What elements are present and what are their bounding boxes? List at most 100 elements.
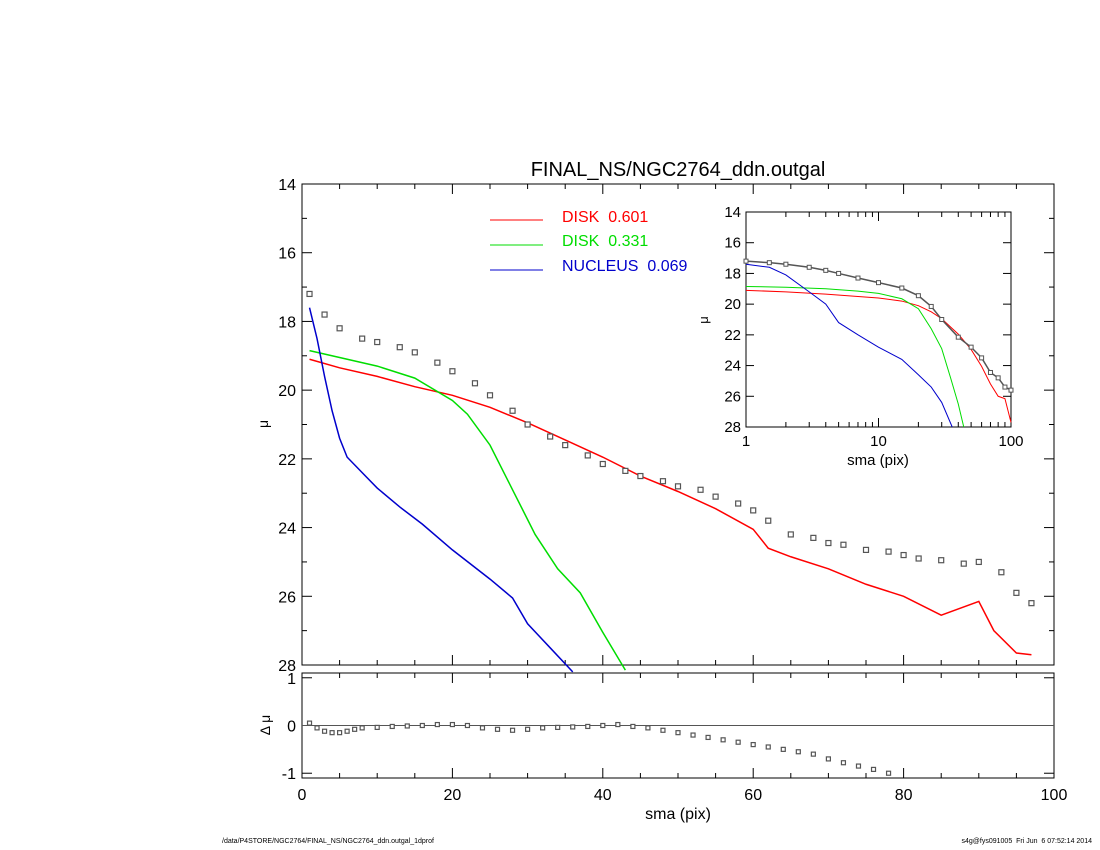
- main-data-point: [659, 478, 667, 485]
- main-data-point: [471, 380, 479, 387]
- main-data-point: [885, 548, 892, 555]
- inset-x-tick-label-1: 10: [870, 433, 887, 450]
- inset-y-tick-label-2: 18: [724, 265, 741, 282]
- main-y-tick-label-1: 16: [278, 246, 296, 263]
- main-data-point: [359, 335, 366, 342]
- main-data-point: [712, 493, 719, 500]
- main-data-point: [396, 344, 403, 351]
- residual-data-point: [705, 734, 711, 741]
- inset-axes: 14 16 18 20 22 24 26 281 10 100: [724, 204, 1023, 450]
- residual-series: [306, 720, 892, 776]
- main-data-point: [975, 558, 982, 566]
- residual-data-point: [359, 725, 365, 731]
- inset-data-point: [995, 375, 1001, 381]
- main-data-point: [825, 539, 832, 547]
- residual-data-point: [306, 720, 313, 726]
- footer-right-stamp: s4g@fys091005 Fri Jun 6 07:52:14 2014: [961, 838, 1092, 845]
- inset-y-tick-label-4: 22: [724, 327, 741, 344]
- residual-data-point: [780, 746, 786, 752]
- main-data-point: [547, 433, 554, 440]
- residual-data-point: [885, 770, 892, 776]
- residual-data-point: [690, 732, 696, 738]
- main-data-point: [750, 507, 757, 514]
- main-data-point: [787, 531, 794, 538]
- inset-data-point: [979, 355, 985, 361]
- inset-data-point: [766, 260, 772, 266]
- residual-data-point: [825, 756, 832, 762]
- residual-data-point: [464, 722, 471, 729]
- x-tick-label-2: 40: [594, 787, 612, 804]
- main-data-point: [915, 555, 922, 562]
- main-data-point: [374, 338, 381, 346]
- inset-y-tick-label-0: 14: [724, 204, 741, 221]
- main-y-axis: 14 16 18 20 22 24 26 28: [278, 177, 1055, 675]
- main-data-point: [584, 452, 591, 459]
- main-data-point: [509, 407, 516, 414]
- inset-plot-frame: [745, 211, 1012, 428]
- inset-data-point: [1008, 387, 1014, 393]
- inset-data-point: [806, 264, 812, 270]
- main-data-point: [321, 311, 328, 318]
- inset-data-point: [836, 270, 842, 276]
- inset-data-point: [823, 267, 829, 273]
- residual-data-point: [840, 760, 847, 766]
- residual-data-point: [419, 722, 425, 729]
- residual-data-point: [329, 730, 335, 736]
- inset-data-point: [939, 317, 945, 322]
- main-data-point: [810, 534, 817, 541]
- inset-data-point: [915, 293, 921, 299]
- residual-y-tick-label-0: 1: [287, 671, 296, 688]
- residual-data-point: [675, 730, 681, 736]
- main-data-point: [998, 569, 1005, 576]
- residual-data-point: [337, 730, 343, 736]
- main-data-point: [306, 290, 313, 298]
- inset-series-line-0: [745, 289, 1012, 423]
- inset-y-tick-label-3: 20: [724, 296, 741, 313]
- residual-data-point: [765, 744, 771, 750]
- residual-data-point: [795, 749, 801, 755]
- main-data-point: [862, 546, 870, 554]
- residual-data-point: [344, 728, 350, 734]
- legend-label-nucleus: NUCLEUS 0.069: [562, 258, 687, 275]
- residual-data-point: [374, 724, 380, 731]
- residual-data-point: [540, 725, 546, 731]
- x-tick-label-4: 80: [895, 787, 913, 804]
- residual-data-point: [321, 728, 328, 734]
- main-y-tick-label-3: 20: [278, 383, 296, 400]
- main-data-point: [434, 359, 441, 366]
- residual-data-point: [479, 725, 486, 731]
- inset-y-tick-label-7: 28: [724, 419, 741, 436]
- inset-x-tick-label-0: 1: [742, 433, 750, 450]
- inset-panel: 14 16 18 20 22 24 26 281 10 100 μ sma (pix): [696, 204, 1024, 469]
- footer-left-path: /data/P4STORE/NGC2764/FINAL_NS/NGC2764_d…: [222, 838, 434, 845]
- main-data-point: [622, 467, 629, 474]
- residual-data-point: [585, 723, 591, 730]
- chart-title: FINAL_NS/NGC2764_ddn.outgal: [531, 159, 826, 181]
- inset-data-point: [968, 344, 974, 350]
- inset-x-tick-label-2: 100: [998, 433, 1023, 450]
- inset-series-line-2: [745, 263, 953, 428]
- inset-x-axis-label: sma (pix): [847, 452, 909, 469]
- residual-data-point: [645, 725, 651, 731]
- residual-data-point: [735, 739, 741, 745]
- residual-data-point: [404, 723, 410, 729]
- residual-data-point: [630, 723, 636, 730]
- main-y-tick-label-2: 18: [278, 314, 296, 331]
- main-data-point: [674, 483, 682, 490]
- x-tick-label-5: 100: [1041, 787, 1068, 804]
- main-y-tick-label-6: 26: [278, 589, 296, 606]
- inset-series-line-1: [745, 285, 965, 428]
- main-y-tick-label-5: 24: [278, 521, 296, 538]
- residual-data-point: [509, 727, 516, 733]
- main-series-line-2: [308, 307, 574, 673]
- residual-y-tick-label-1: 0: [287, 719, 296, 736]
- main-y-tick-label-7: 28: [278, 658, 296, 675]
- main-data-point: [336, 325, 343, 332]
- inset-y-tick-label-1: 16: [724, 235, 741, 252]
- residual-data-point: [570, 724, 576, 730]
- residual-data-point: [615, 721, 621, 728]
- main-y-tick-label-0: 14: [278, 177, 296, 194]
- residual-data-point: [434, 721, 440, 728]
- main-series: [306, 290, 1035, 673]
